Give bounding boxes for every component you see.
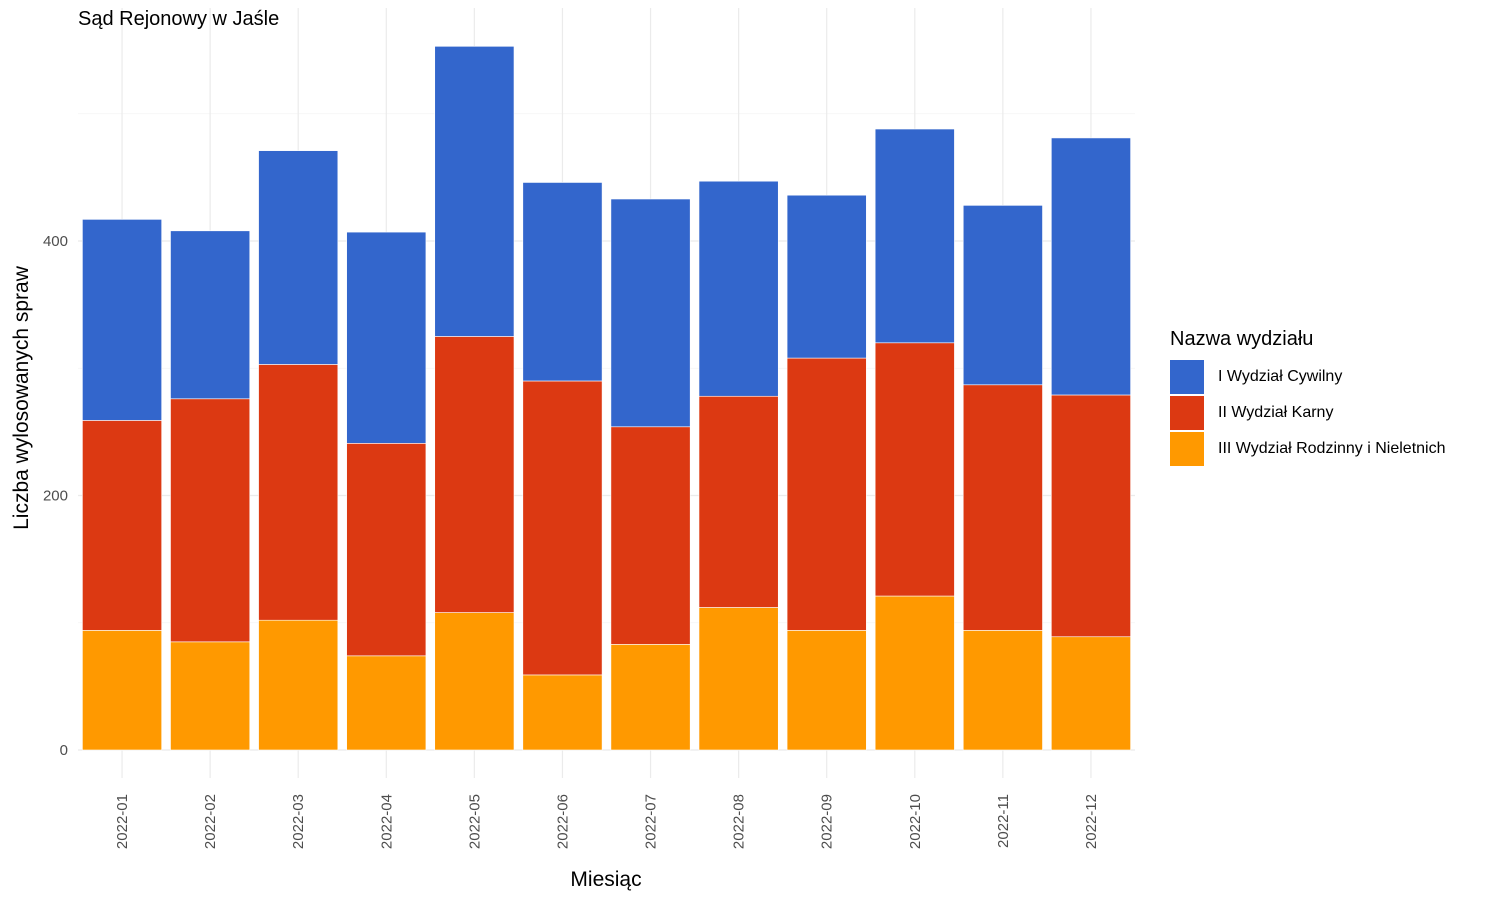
bar-segment [522,380,603,676]
legend-title: Nazwa wydziału [1170,328,1314,350]
bar-segment [170,641,251,751]
bar-segment [522,182,603,382]
legend-item-karny: II Wydział Karny [1170,395,1446,431]
bar-segment [434,336,515,613]
bar-segment [786,630,867,751]
y-tick-label: 400 [43,233,68,250]
x-axis-label: Miesiąc [570,868,641,891]
bar-segment [346,443,427,657]
chart-title: Sąd Rejonowy w Jaśle [78,8,280,30]
bar-segment [962,205,1043,386]
bar-segment [522,674,603,751]
legend-item-cywilny: I Wydział Cywilny [1170,359,1446,395]
bar-segment [610,644,691,751]
bar-segment [1051,137,1131,396]
x-tick-label: 2022-02 [202,794,219,849]
bar-segment [346,231,427,444]
y-axis-label: Liczba wylosowanych spraw [10,265,33,530]
bar-segment [698,180,779,397]
bar-segment [346,655,427,751]
bars [82,46,1131,751]
x-axis-ticks: 2022-01 2022-02 2022-03 2022-04 2022-05 2022-… [114,794,1100,849]
legend-key-cywilny [1170,360,1204,394]
x-tick-label: 2022-06 [554,794,571,849]
x-tick-label: 2022-08 [731,794,748,849]
bar-segment [258,619,339,751]
x-tick-label: 2022-03 [290,794,307,849]
bar-segment [82,630,162,751]
bar-segment [610,198,691,428]
bar-segment [1051,394,1131,638]
bar-segment [962,630,1043,751]
legend-key-karny [1170,396,1204,430]
bar-segment [1051,636,1131,751]
y-tick-label: 200 [43,488,68,505]
bar-segment [258,150,339,365]
legend-label-karny: II Wydział Karny [1218,404,1334,421]
bar-segment [170,230,251,400]
x-tick-label: 2022-11 [995,794,1012,848]
x-tick-label: 2022-04 [378,794,395,849]
bar-segment [258,364,339,621]
legend-key-rodzinny [1170,432,1204,466]
y-axis-ticks: 0 200 400 [43,233,68,759]
legend-label-cywilny: I Wydział Cywilny [1218,368,1343,385]
bar-segment [698,395,779,608]
bar-segment [698,607,779,751]
x-tick-label: 2022-07 [643,794,660,849]
legend-label-rodzinny: III Wydział Rodzinny i Nieletnich [1218,440,1446,457]
bar-segment [786,194,867,359]
bar-segment [962,384,1043,631]
bar-segment [82,219,162,421]
bar-segment [434,612,515,751]
legend: Nazwa wydziału I Wydział Cywilny II Wydz… [1170,328,1446,467]
bar-segment [874,595,955,751]
bar-segment [786,357,867,631]
x-tick-label: 2022-01 [114,794,131,849]
x-tick-label: 2022-10 [907,794,924,849]
bar-segment [170,398,251,643]
y-tick-label: 0 [60,742,68,759]
x-tick-label: 2022-05 [466,794,483,849]
x-tick-label: 2022-09 [819,794,836,849]
x-tick-label: 2022-12 [1083,794,1100,849]
bar-segment [874,342,955,597]
bar-segment [434,46,515,337]
bar-segment [874,128,955,344]
bar-segment [610,426,691,645]
bar-segment [82,420,162,631]
legend-item-rodzinny: III Wydział Rodzinny i Nieletnich [1170,431,1446,467]
